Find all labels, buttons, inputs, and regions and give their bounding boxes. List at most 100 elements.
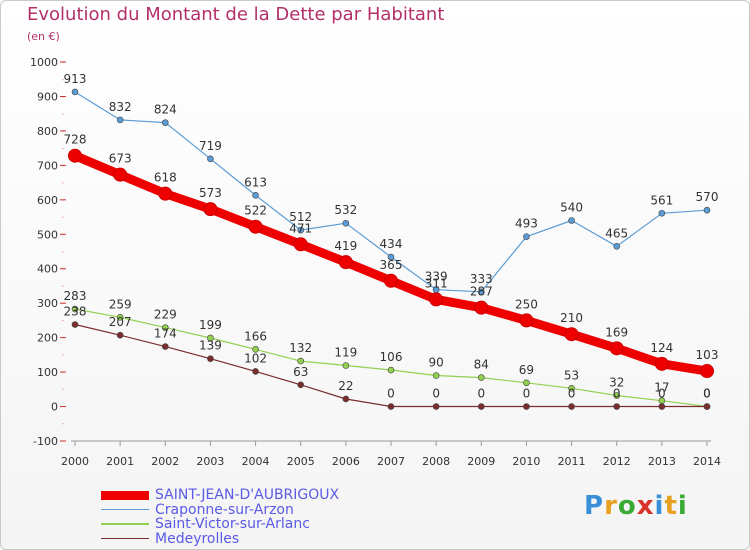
data-label: 139 bbox=[199, 339, 222, 353]
y-tick-label: -100 bbox=[33, 435, 58, 448]
data-point bbox=[523, 233, 530, 240]
y-tick-label: 600 bbox=[37, 194, 58, 207]
data-label: 618 bbox=[154, 171, 177, 185]
data-point bbox=[338, 255, 353, 270]
data-label: 493 bbox=[515, 217, 538, 231]
data-label: 365 bbox=[380, 258, 403, 272]
x-tick-label: 2009 bbox=[467, 455, 495, 468]
data-point bbox=[342, 219, 350, 227]
data-label: 613 bbox=[244, 175, 267, 189]
data-label: 53 bbox=[564, 368, 579, 382]
data-label: 0 bbox=[523, 387, 531, 401]
data-label: 561 bbox=[650, 193, 673, 207]
data-point bbox=[161, 343, 169, 350]
y-tick-label: 1000 bbox=[30, 56, 58, 69]
data-point bbox=[703, 403, 711, 410]
data-point bbox=[116, 116, 124, 124]
data-point bbox=[568, 384, 575, 392]
data-point bbox=[342, 395, 350, 403]
legend-label: Craponne-sur-Arzon bbox=[155, 501, 294, 518]
data-point bbox=[429, 292, 444, 307]
legend-item: Saint-Victor-sur-Arlanc bbox=[101, 516, 310, 532]
data-label: 465 bbox=[605, 226, 628, 240]
data-point bbox=[252, 368, 259, 375]
data-point bbox=[387, 403, 395, 410]
data-point bbox=[523, 403, 530, 410]
data-label: 250 bbox=[515, 297, 538, 311]
data-label: 32 bbox=[609, 376, 624, 390]
data-label: 199 bbox=[199, 318, 222, 332]
x-tick-label: 2011 bbox=[558, 455, 586, 468]
data-point bbox=[519, 313, 534, 328]
data-label: 69 bbox=[519, 363, 534, 377]
data-label: 169 bbox=[605, 325, 628, 339]
legend-label: Medeyrolles bbox=[155, 530, 240, 547]
data-point bbox=[248, 219, 263, 234]
data-label: 0 bbox=[432, 387, 440, 401]
data-label: 824 bbox=[154, 103, 177, 117]
data-point bbox=[658, 209, 666, 217]
data-label: 166 bbox=[244, 329, 267, 343]
data-point bbox=[116, 314, 124, 321]
x-tick-label: 2005 bbox=[287, 455, 315, 468]
data-point bbox=[568, 403, 575, 410]
data-point bbox=[297, 226, 305, 234]
data-label: 913 bbox=[64, 72, 87, 86]
data-label: 832 bbox=[109, 100, 132, 114]
data-label: 210 bbox=[560, 311, 583, 325]
y-tick-label: 700 bbox=[37, 159, 58, 172]
data-label: 333 bbox=[470, 272, 493, 286]
data-label: 471 bbox=[289, 221, 312, 235]
x-tick-label: 2004 bbox=[242, 455, 270, 468]
data-label: 728 bbox=[64, 133, 87, 147]
data-label: 540 bbox=[560, 200, 583, 214]
data-point bbox=[203, 202, 218, 217]
data-label: 84 bbox=[474, 358, 489, 372]
data-point bbox=[700, 364, 714, 379]
data-point bbox=[158, 186, 173, 201]
legend-swatch bbox=[101, 490, 149, 500]
y-tick-label: 200 bbox=[37, 332, 58, 345]
data-point bbox=[523, 379, 530, 387]
x-tick-label: 2014 bbox=[693, 455, 721, 468]
y-tick-label: 300 bbox=[37, 297, 58, 310]
data-label: 287 bbox=[470, 285, 493, 299]
legend-label: SAINT-JEAN-D'AUBRIGOUX bbox=[155, 487, 340, 503]
legend-item: SAINT-JEAN-D'AUBRIGOUX bbox=[101, 487, 339, 503]
data-label: 17 bbox=[654, 381, 669, 395]
data-label: 229 bbox=[154, 308, 177, 322]
data-point bbox=[297, 381, 305, 389]
chart-unit: (en €) bbox=[27, 30, 60, 43]
data-label: 419 bbox=[334, 239, 357, 253]
data-point bbox=[71, 88, 79, 96]
data-label: 0 bbox=[658, 387, 666, 401]
data-label: 311 bbox=[425, 276, 448, 290]
data-label: 132 bbox=[289, 341, 312, 355]
y-tick-label: 800 bbox=[37, 125, 58, 138]
x-tick-label: 2007 bbox=[377, 455, 405, 468]
data-point bbox=[609, 341, 624, 356]
data-point bbox=[71, 321, 79, 328]
data-label: 103 bbox=[696, 348, 719, 362]
data-label: 106 bbox=[380, 350, 403, 364]
data-point bbox=[703, 206, 711, 214]
x-tick-label: 2008 bbox=[422, 455, 450, 468]
data-label: 532 bbox=[334, 203, 357, 217]
y-tick-label: 100 bbox=[37, 366, 58, 379]
data-point bbox=[207, 334, 214, 342]
data-label: 124 bbox=[650, 341, 673, 355]
data-label: 102 bbox=[244, 351, 267, 365]
data-point bbox=[207, 355, 214, 362]
data-label: 570 bbox=[696, 190, 719, 204]
y-tick-label: 400 bbox=[37, 263, 58, 276]
data-point bbox=[564, 327, 579, 342]
data-label: 522 bbox=[244, 204, 267, 218]
data-label: 207 bbox=[109, 315, 132, 329]
legend-swatch bbox=[101, 537, 149, 540]
data-label: 0 bbox=[477, 387, 485, 401]
data-point bbox=[477, 288, 485, 296]
legend-label: Saint-Victor-sur-Arlanc bbox=[155, 516, 310, 532]
x-tick-label: 2001 bbox=[106, 455, 134, 468]
